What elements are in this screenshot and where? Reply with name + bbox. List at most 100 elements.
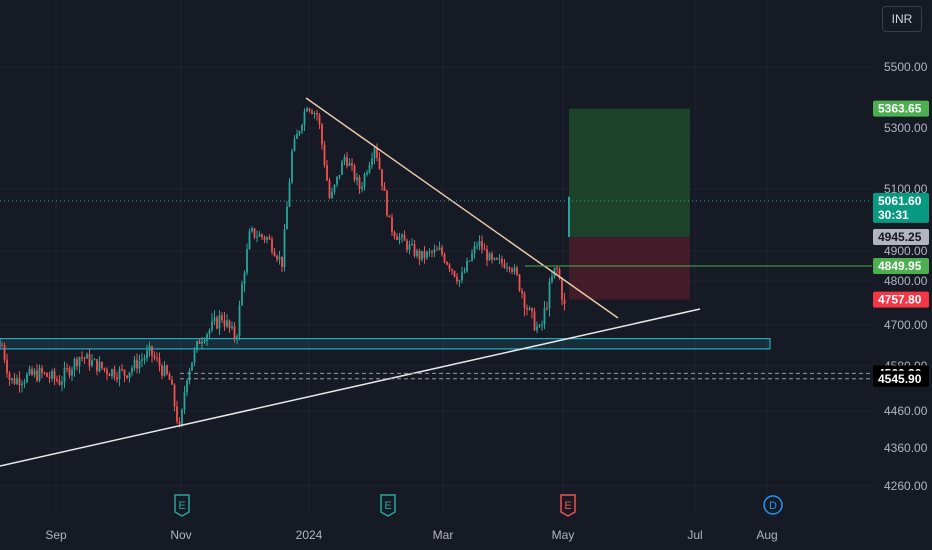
candle-body [536,326,538,331]
candle-body [528,308,531,310]
candle-body [261,234,263,237]
support-zone [0,338,771,350]
candle-body [363,174,366,187]
candle-body [418,250,421,260]
candle-body [163,365,166,376]
currency-button[interactable]: INR [882,6,922,32]
candle-body [23,382,26,384]
rising-trendline [0,308,701,467]
dividend-marker[interactable]: D [763,495,783,515]
candle-body [471,253,473,261]
price-tag-target: 5363.65 [873,100,929,117]
candle-body [553,267,556,277]
candle-body [468,260,471,262]
price-tick-label: 5500.00 [884,60,928,74]
candle-body [546,308,548,310]
candle-body [256,236,258,238]
candle-body [148,346,151,351]
candle-body [3,345,6,360]
candle-body [453,270,456,277]
earnings-marker[interactable]: E [380,494,396,517]
candle-body [208,329,211,335]
candlestick-series [1,106,570,428]
candle-body [26,374,28,383]
candle-body [298,131,301,134]
candle-body [188,370,191,381]
candle-body [343,157,346,162]
price-axis-bg [872,0,932,550]
candle-body [271,239,273,252]
candle-body [91,360,93,366]
earnings-icon [174,494,190,517]
candle-body [173,384,176,407]
candle-body [268,237,271,240]
candle-body [78,357,81,367]
candle-body [168,373,171,380]
candle-body [248,231,251,250]
candle-body [43,372,46,374]
drawing-zones [0,108,771,350]
candle-body [396,236,398,240]
candle-body [423,251,426,258]
candle-body [53,371,56,380]
candle-body [413,243,416,256]
time-tick-label: Sep [45,528,67,542]
candle-body [198,341,201,344]
candle-body [518,274,521,291]
candle-body [66,368,68,370]
candle-body [108,374,111,377]
candle-body [531,308,533,312]
price-tag-label: 4757.80 [878,293,922,307]
candle-body [506,267,508,269]
candle-body [353,165,356,181]
candle-body [411,243,413,245]
candle-body [13,378,16,384]
price-tick-label: 4700.00 [884,318,928,332]
candle-body [28,368,31,375]
time-tick-label: Nov [170,528,191,542]
candle-body [123,369,126,376]
candle-body [176,406,178,422]
time-tick-label: Aug [756,528,777,542]
candle-body [241,284,243,306]
candle-body [543,308,546,325]
candle-body [426,251,428,258]
candle-body [501,258,503,264]
candle-body [231,326,233,328]
candle-body [306,108,308,112]
candle-body [263,236,266,240]
target-zone [569,108,690,237]
candle-body [481,240,483,250]
candle-body [466,260,468,272]
candle-body [138,360,141,369]
candle-body [428,251,431,253]
candle-body [133,359,136,369]
candle-body [436,249,438,251]
grid-lines [0,0,872,512]
candle-body [6,359,8,374]
candle-body [118,368,121,380]
countdown-label: 30:31 [878,208,909,222]
candle-body [493,257,496,260]
candle-body [368,165,371,173]
dividend-icon [763,495,783,515]
candle-body [551,276,553,282]
earnings-marker[interactable]: E [560,494,576,517]
trend-drawings [0,97,872,467]
candle-body [478,240,481,246]
candle-body [456,276,458,282]
price-axis[interactable]: 5500.00 5300.00 5100.00 4900.00 4800.00 4700.… [872,0,932,550]
candle-body [18,378,21,386]
candle-body [463,271,466,273]
time-axis[interactable]: Sep Nov 2024 Mar May Jul Aug [0,520,932,550]
candle-body [233,326,236,339]
candle-body [321,124,323,145]
price-tag-bg [873,192,929,223]
earnings-marker[interactable]: E [174,494,190,517]
candle-body [386,190,388,216]
candle-body [61,381,63,385]
candle-body [313,112,316,114]
candle-body [228,320,231,328]
candle-body [33,370,36,375]
